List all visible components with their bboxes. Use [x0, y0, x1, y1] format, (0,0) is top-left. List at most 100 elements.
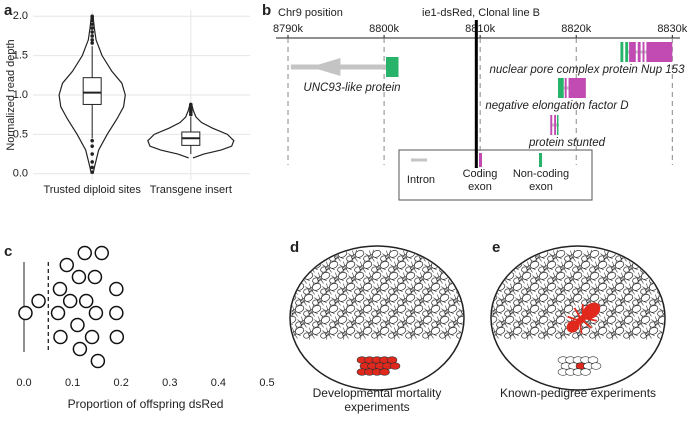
- ant-legs: [625, 282, 638, 296]
- point: [50, 305, 66, 321]
- ant-legs: [314, 293, 327, 307]
- ant-part: [447, 305, 458, 313]
- ant: [363, 249, 382, 263]
- ant-part: [283, 320, 290, 325]
- ant-legs: [608, 260, 621, 274]
- ant: [303, 326, 322, 340]
- ant: [513, 315, 532, 329]
- ant-part: [337, 272, 348, 280]
- noncoding-exon: [557, 115, 559, 135]
- ant: [555, 304, 574, 318]
- ant: [397, 271, 416, 285]
- ant-part: [320, 272, 331, 280]
- ant-legs: [567, 303, 597, 334]
- ant-part: [546, 327, 557, 335]
- ant: [295, 315, 314, 329]
- ant-legs: [600, 293, 613, 307]
- ant-part: [362, 283, 373, 291]
- ant-legs: [549, 271, 562, 285]
- ant: [354, 260, 373, 274]
- ant-part: [413, 283, 424, 291]
- ant-part: [606, 272, 617, 280]
- ant: [405, 304, 424, 318]
- ant: [649, 315, 664, 329]
- ant: [492, 260, 506, 274]
- ant-legs: [540, 326, 553, 340]
- ant: [521, 326, 540, 340]
- ant-legs: [365, 271, 378, 285]
- ant-part: [447, 261, 458, 269]
- ant-part: [439, 250, 450, 258]
- ant-part: [388, 272, 399, 280]
- ant-part: [464, 304, 475, 314]
- ant-part: [464, 326, 475, 336]
- ant-legs: [540, 260, 553, 274]
- ant-part: [589, 250, 600, 258]
- ant-legs: [424, 326, 437, 340]
- ant-part: [665, 326, 676, 336]
- ant-legs: [433, 315, 446, 329]
- ant-legs: [540, 282, 553, 296]
- ant-legs: [591, 326, 604, 340]
- ant-part: [648, 327, 659, 335]
- legend-label: Coding exon: [462, 168, 498, 193]
- ant-legs: [450, 315, 463, 329]
- ant-part: [632, 255, 639, 262]
- ant-legs: [532, 293, 545, 307]
- ant-part: [362, 327, 373, 335]
- larva: [580, 368, 591, 376]
- ant-part: [345, 261, 356, 269]
- ant-part: [460, 265, 463, 270]
- ant: [564, 249, 583, 263]
- ant-legs: [305, 282, 318, 296]
- ant-part: [504, 294, 515, 302]
- ant-legs: [492, 260, 502, 274]
- ant: [414, 271, 433, 285]
- ant: [371, 326, 390, 340]
- outlier: [90, 34, 94, 38]
- legend-swatch: [479, 153, 482, 167]
- ant: [623, 304, 642, 318]
- ant-part: [640, 316, 651, 324]
- ant-legs: [651, 249, 664, 263]
- ant: [346, 315, 365, 329]
- ant-legs: [373, 304, 386, 318]
- ant: [346, 249, 365, 263]
- ant: [431, 293, 450, 307]
- ant-part: [283, 254, 290, 259]
- ant-legs: [331, 271, 344, 285]
- ant-part: [496, 255, 503, 262]
- ant: [572, 326, 591, 340]
- ant: [649, 249, 664, 263]
- ant-legs: [634, 271, 647, 285]
- ant-legs: [407, 326, 420, 340]
- ant-legs: [382, 249, 395, 263]
- ant-legs: [634, 293, 647, 307]
- ant-legs: [339, 326, 352, 340]
- ant: [337, 282, 356, 296]
- ant: [388, 304, 407, 318]
- ant-part: [452, 276, 460, 281]
- ant-part: [294, 305, 305, 313]
- ant-part: [479, 321, 487, 328]
- ant-legs: [416, 293, 429, 307]
- ant-part: [492, 316, 498, 324]
- coding-exon: [550, 115, 553, 135]
- ant-part: [492, 272, 498, 280]
- ant-part: [572, 250, 583, 258]
- ant: [606, 326, 625, 340]
- ant-part: [657, 272, 664, 280]
- ant: [295, 293, 314, 307]
- ant: [530, 293, 549, 307]
- ant-part: [479, 299, 487, 306]
- ant: [504, 326, 523, 340]
- panel-label: e: [492, 239, 500, 256]
- x-tick-label: Transgene insert: [149, 184, 232, 196]
- ant-legs: [407, 304, 420, 318]
- ant-part: [614, 327, 625, 335]
- ant: [312, 293, 331, 307]
- ant-part: [631, 283, 642, 291]
- box: [82, 77, 102, 105]
- ant-legs: [331, 315, 344, 329]
- gene-label: negative elongation factor D: [485, 100, 628, 112]
